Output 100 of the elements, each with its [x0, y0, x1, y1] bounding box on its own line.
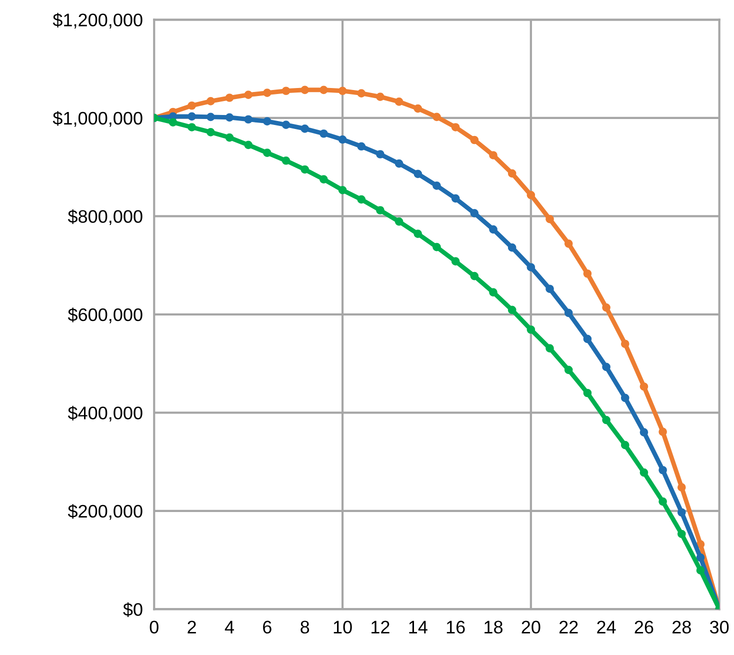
- point: [658, 428, 667, 436]
- point: [188, 123, 196, 132]
- point: [658, 497, 667, 506]
- x-tick-label: 24: [597, 620, 616, 634]
- point: [225, 113, 234, 122]
- point: [508, 306, 516, 314]
- x-tick-label: 30: [710, 620, 729, 634]
- point: [414, 104, 422, 113]
- point: [640, 468, 648, 477]
- point: [300, 165, 310, 174]
- y-tick-label: $1,000,000: [52, 111, 142, 127]
- point: [526, 263, 536, 272]
- point: [696, 553, 705, 562]
- point: [338, 186, 347, 194]
- point: [432, 242, 441, 252]
- point: [677, 530, 686, 538]
- point: [620, 394, 630, 402]
- point: [432, 182, 441, 190]
- point: [602, 416, 610, 424]
- point: [206, 128, 215, 136]
- point: [489, 288, 498, 296]
- x-tick-label: 12: [372, 620, 390, 634]
- point: [451, 257, 460, 266]
- point: [206, 112, 215, 122]
- point: [451, 194, 460, 203]
- point: [526, 190, 536, 200]
- x-tick-label: 10: [334, 620, 352, 634]
- y-tick-label: $1,200,000: [52, 12, 142, 29]
- point: [376, 150, 384, 158]
- point: [394, 159, 404, 168]
- point: [225, 94, 234, 102]
- point: [564, 366, 573, 374]
- point: [244, 140, 253, 150]
- point: [658, 466, 667, 474]
- x-tick-label: 26: [634, 620, 654, 634]
- point: [508, 243, 516, 252]
- point: [620, 440, 630, 450]
- point: [394, 98, 404, 106]
- x-tick-label: 4: [224, 620, 234, 634]
- point: [188, 112, 196, 121]
- point: [583, 334, 592, 344]
- point: [357, 142, 366, 151]
- point: [263, 148, 272, 157]
- y-tick-label: $0: [123, 602, 142, 617]
- point: [489, 151, 498, 160]
- y-tick-label: $400,000: [68, 406, 142, 422]
- x-tick-label: 0: [150, 620, 158, 634]
- point: [620, 340, 630, 348]
- point: [414, 230, 422, 238]
- point: [206, 97, 215, 106]
- point: [263, 117, 272, 126]
- point: [414, 170, 422, 178]
- x-tick-label: 18: [484, 620, 503, 634]
- y-tick-label: $800,000: [68, 209, 142, 226]
- point: [470, 272, 479, 280]
- x-tick-label: 20: [522, 620, 540, 634]
- point: [376, 206, 384, 214]
- point: [320, 175, 328, 184]
- point: [320, 129, 328, 138]
- point: [244, 115, 253, 124]
- point: [489, 225, 498, 234]
- x-tick-label: 2: [188, 620, 196, 634]
- x-tick-label: 6: [263, 620, 272, 634]
- point: [282, 156, 290, 165]
- point: [602, 362, 610, 372]
- point: [320, 86, 328, 94]
- point: [338, 86, 347, 96]
- point: [583, 269, 592, 278]
- point: [282, 86, 290, 96]
- point: [640, 382, 648, 391]
- x-tick-label: 28: [672, 620, 691, 634]
- point: [451, 123, 460, 132]
- point: [244, 90, 253, 99]
- point: [470, 136, 479, 144]
- point: [583, 388, 592, 398]
- point: [526, 325, 536, 334]
- point: [640, 428, 648, 436]
- point: [338, 135, 347, 144]
- point: [546, 344, 554, 352]
- point: [696, 566, 705, 575]
- x-tick-label: 22: [559, 620, 578, 634]
- point: [677, 483, 686, 492]
- point: [188, 101, 196, 110]
- y-tick-label: $600,000: [68, 308, 142, 324]
- point: [376, 92, 384, 101]
- point: [696, 540, 705, 548]
- x-tick-label: 14: [409, 620, 428, 634]
- point: [470, 209, 479, 218]
- point: [357, 195, 366, 204]
- point: [432, 112, 441, 122]
- x-tick-label: 16: [446, 620, 465, 634]
- point: [300, 124, 310, 133]
- point: [282, 120, 290, 129]
- point: [546, 214, 554, 224]
- point: [394, 217, 404, 226]
- point: [300, 86, 310, 94]
- point: [508, 169, 516, 178]
- point: [357, 89, 366, 98]
- y-tick-label: $200,000: [68, 504, 142, 520]
- point: [546, 284, 554, 294]
